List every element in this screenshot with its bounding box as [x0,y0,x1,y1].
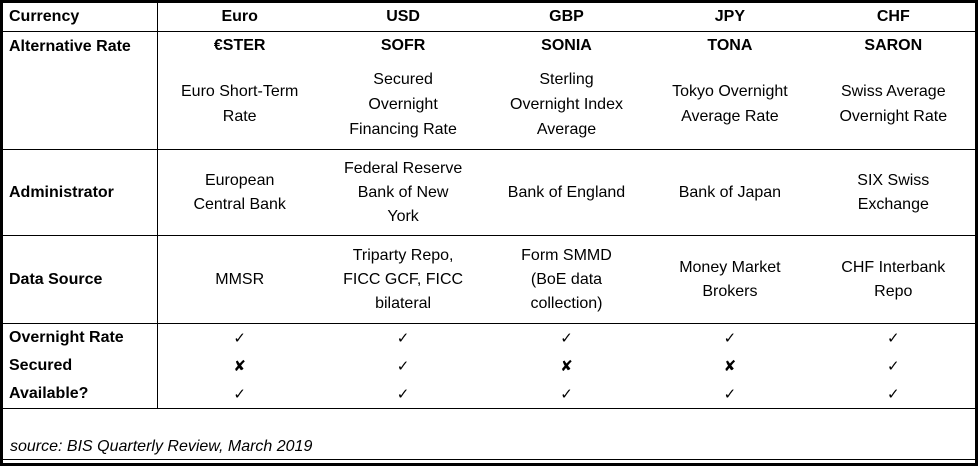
rate-name-tona: Tokyo Overnight Average Rate [672,83,788,125]
check-icon: ✓ [887,385,900,403]
marks-jpy: ✓ ✘ ✓ [648,324,811,408]
alt-rate-cell-usd: SOFR Secured Overnight Financing Rate [321,32,484,149]
check-icon: ✓ [560,329,573,347]
administrator-jpy: Bank of Japan [678,183,782,201]
check-icon: ✓ [396,385,410,403]
currency-header-jpy: JPY [714,8,746,25]
check-icon: ✓ [233,329,246,347]
row-label-available: Available? [9,385,89,402]
rate-name-sofr: Secured Overnight Financing Rate [349,70,457,138]
source-citation: source: BIS Quarterly Review, March 2019 [10,438,313,455]
currency-header-row: Currency Euro USD GBP JPY CHF [3,3,975,32]
rate-code-sonia: SONIA [541,36,592,54]
check-icon: ✓ [723,329,737,347]
marks-chf: ✓ ✓ ✓ [812,324,975,408]
currency-header-chf: CHF [876,8,910,25]
marks-euro: ✓ ✘ ✓ [158,324,321,408]
currency-header-usd: USD [386,8,420,25]
check-row-labels: Overnight Rate Secured Available? [3,324,158,408]
rate-code-ester: €STER [213,36,266,54]
data-source-jpy: Money Market Brokers [679,258,781,300]
data-source-usd: Triparty Repo, FICC GCF, FICC bilateral [343,246,464,312]
alt-rate-cell-jpy: TONA Tokyo Overnight Average Rate [648,32,811,149]
data-source-gbp: Form SMMD (BoE data collection) [521,246,612,312]
data-source-chf: CHF Interbank Repo [841,258,946,300]
check-icon: ✓ [233,385,246,403]
rate-name-saron: Swiss Average Overnight Rate [839,83,948,125]
check-icon: ✓ [396,329,410,347]
marks-usd: ✓ ✓ ✓ [321,324,484,408]
alt-rate-cell-euro: €STER Euro Short-Term Rate [158,32,321,149]
data-source-euro: MMSR [215,270,265,288]
administrator-row: Administrator European Central Bank Fede… [3,150,975,236]
alt-rate-cell-chf: SARON Swiss Average Overnight Rate [812,32,975,149]
check-icon: ✓ [396,357,410,375]
administrator-usd: Federal Reserve Bank of New York [343,159,463,225]
data-source-row: Data Source MMSR Triparty Repo, FICC GCF… [3,236,975,324]
check-icon: ✓ [887,329,900,347]
alt-rate-cell-gbp: SONIA Sterling Overnight Index Average [485,32,648,149]
cross-icon: ✘ [723,357,737,375]
source-footer: source: BIS Quarterly Review, March 2019 [3,409,975,460]
currency-header-gbp: GBP [549,8,584,25]
rate-name-sonia: Sterling Overnight Index Average [510,70,623,138]
row-label-data-source: Data Source [3,236,158,323]
check-icon: ✓ [560,385,573,403]
cross-icon: ✘ [233,357,246,375]
alternative-rate-row: Alternative Rate €STER Euro Short-Term R… [3,32,975,150]
rate-name-ester: Euro Short-Term Rate [181,83,299,125]
administrator-gbp: Bank of England [507,183,626,201]
rate-code-tona: TONA [707,36,753,54]
cross-icon: ✘ [560,357,573,375]
rate-code-saron: SARON [864,36,923,54]
row-label-administrator: Administrator [3,150,158,235]
currency-header-euro: Euro [221,8,258,25]
row-label-currency: Currency [3,3,158,31]
checkmark-rows: Overnight Rate Secured Available? ✓ ✘ ✓ … [3,324,975,409]
rate-code-sofr: SOFR [380,36,426,54]
administrator-chf: SIX Swiss Exchange [857,171,930,213]
marks-gbp: ✓ ✘ ✓ [485,324,648,408]
row-label-overnight-rate: Overnight Rate [9,329,124,346]
check-icon: ✓ [887,357,900,375]
administrator-euro: European Central Bank [193,171,286,213]
row-label-alternative-rate: Alternative Rate [3,32,158,149]
row-label-secured: Secured [9,357,73,374]
check-icon: ✓ [723,385,737,403]
